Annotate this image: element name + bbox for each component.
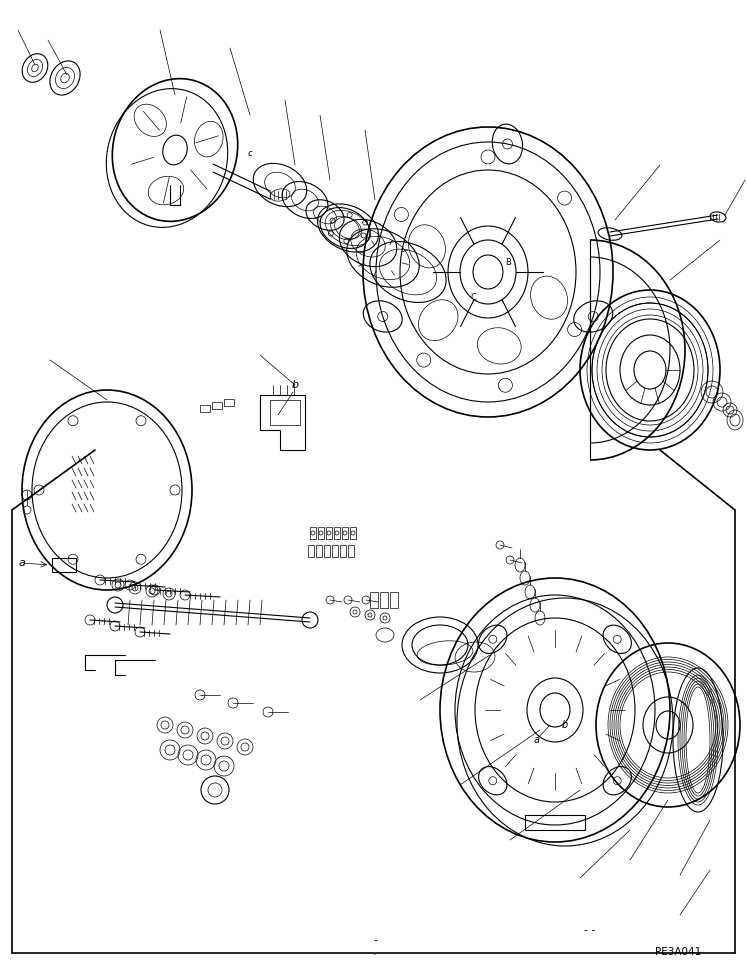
Text: .: .: [374, 947, 376, 957]
Text: B: B: [505, 257, 511, 267]
Text: C: C: [470, 293, 476, 301]
Text: a: a: [534, 735, 540, 745]
Text: - -: - -: [584, 925, 596, 935]
Text: b: b: [562, 720, 568, 730]
Text: -: -: [373, 935, 377, 945]
Text: a: a: [19, 558, 25, 568]
Text: c: c: [248, 148, 252, 158]
Text: PE3A041: PE3A041: [655, 947, 701, 957]
Text: b: b: [291, 380, 299, 390]
